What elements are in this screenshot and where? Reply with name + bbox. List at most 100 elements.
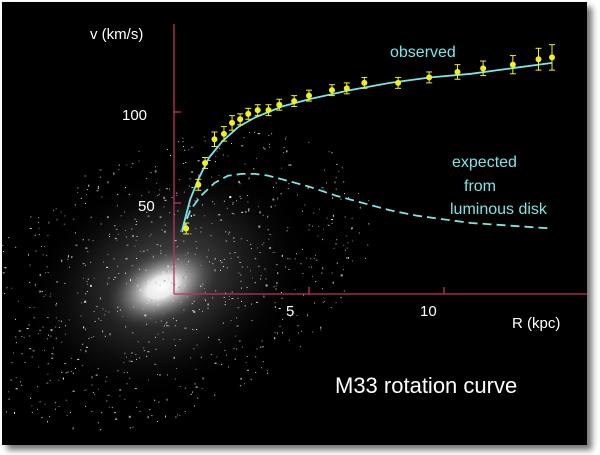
star-dot <box>113 172 115 175</box>
star-dot <box>266 370 268 372</box>
star-dot <box>201 388 203 389</box>
star-dot <box>29 282 31 284</box>
star-dot <box>155 321 157 323</box>
observed-point <box>480 65 487 72</box>
star-dot <box>49 416 51 418</box>
star-dot <box>233 213 235 215</box>
star-dot <box>99 297 101 300</box>
luminous-disk-curve <box>181 172 553 233</box>
star-dot <box>47 338 49 340</box>
star-dot <box>85 350 87 353</box>
star-dot <box>134 245 136 247</box>
star-dot <box>261 346 264 348</box>
star-dot <box>277 197 279 200</box>
star-dot <box>151 309 153 310</box>
star-dot <box>183 191 185 193</box>
star-dot <box>87 189 88 191</box>
star-dot <box>105 381 107 383</box>
star-dot <box>295 253 297 255</box>
star-dot <box>229 252 231 254</box>
star-dot <box>164 224 166 226</box>
star-dot <box>175 416 177 418</box>
star-dot <box>175 368 177 369</box>
star-dot <box>56 302 57 304</box>
star-dot <box>173 356 175 359</box>
star-dot <box>156 182 158 184</box>
star-dot <box>125 258 128 260</box>
star-dot <box>107 282 109 285</box>
star-dot <box>44 403 46 405</box>
star-dot <box>84 300 87 303</box>
x-tick-label-5: 5 <box>286 303 295 320</box>
star-dot <box>6 287 8 289</box>
star-dot <box>155 282 157 284</box>
star-dot <box>106 266 109 268</box>
star-dot <box>224 349 226 351</box>
star-dot <box>173 339 175 341</box>
star-dot <box>185 271 187 272</box>
star-dot <box>111 407 113 409</box>
star-dot <box>368 223 370 225</box>
star-dot <box>160 250 162 252</box>
star-dot <box>178 141 180 143</box>
star-dot <box>87 278 89 280</box>
star-dot <box>31 411 33 413</box>
star-dot <box>270 205 272 208</box>
star-dot <box>219 260 221 262</box>
star-dot <box>185 254 187 256</box>
star-dot <box>13 352 15 354</box>
star-dot <box>241 266 243 268</box>
star-dot <box>245 362 247 364</box>
star-dot <box>226 267 228 269</box>
star-dot <box>274 306 276 308</box>
star-dot <box>307 314 308 317</box>
star-dot <box>155 166 156 168</box>
observed-points <box>183 44 555 235</box>
star-dot <box>347 256 349 259</box>
star-dot <box>169 212 171 214</box>
star-dot <box>190 215 192 217</box>
x-axis-label: R (kpc) <box>512 315 561 332</box>
star-dot <box>286 230 288 232</box>
star-dot <box>154 399 156 401</box>
observed-point <box>265 107 272 114</box>
star-dot <box>368 200 370 202</box>
star-dot <box>343 244 345 246</box>
star-dot <box>70 371 72 372</box>
star-dot <box>86 346 88 348</box>
star-dot <box>143 251 145 253</box>
star-dot <box>286 150 288 153</box>
star-dot <box>176 194 178 196</box>
star-dot <box>130 279 132 282</box>
star-dot <box>138 151 140 152</box>
star-dot <box>30 397 31 399</box>
star-dot <box>146 303 148 305</box>
star-dot <box>269 233 271 235</box>
star-dot <box>216 356 218 358</box>
star-dot <box>126 164 128 166</box>
star-dot <box>280 193 282 195</box>
star-dot <box>241 346 243 348</box>
star-dot <box>136 221 137 222</box>
star-dot <box>126 283 128 285</box>
star-dot <box>146 178 148 180</box>
star-dot <box>318 225 320 227</box>
star-dot <box>288 164 290 166</box>
star-dot <box>50 329 53 332</box>
star-dot <box>323 189 325 191</box>
star-dot <box>119 389 122 391</box>
axis-ticks <box>174 111 445 294</box>
star-dot <box>267 229 269 231</box>
star-dot <box>21 353 23 355</box>
star-dot <box>11 362 13 364</box>
star-dot <box>268 143 270 145</box>
star-dot <box>174 261 176 263</box>
star-dot <box>316 259 318 261</box>
star-dot <box>142 308 145 310</box>
star-dot <box>94 393 96 395</box>
star-dot <box>17 300 19 302</box>
star-dot <box>106 400 108 402</box>
star-dot <box>287 188 289 190</box>
observed-point <box>549 54 555 61</box>
star-dot <box>84 264 86 266</box>
